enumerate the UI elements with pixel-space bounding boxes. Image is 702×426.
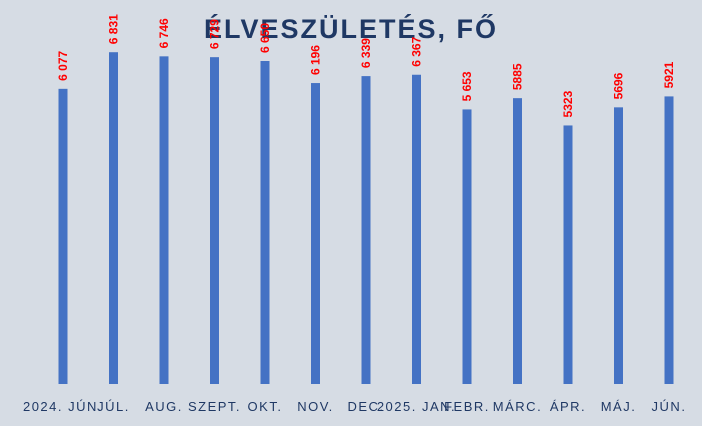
- data-label-7: 6 367: [410, 36, 424, 66]
- x-tick-label-5: NOV.: [297, 399, 334, 414]
- chart-title: ÉLVESZÜLETÉS, FŐ: [203, 14, 499, 44]
- x-tick-label-9: MÁRC.: [493, 399, 542, 414]
- data-label-8: 5 653: [460, 71, 474, 101]
- bar-1: [109, 52, 118, 385]
- bar-3: [210, 57, 219, 385]
- data-label-0: 6 077: [56, 50, 70, 80]
- bar-6: [361, 76, 371, 384]
- bar-4: [260, 61, 270, 384]
- data-label-2: 6 746: [157, 18, 171, 48]
- data-label-10: 5323: [561, 90, 575, 117]
- data-label-1: 6 831: [107, 14, 121, 44]
- bar-7: [412, 74, 421, 384]
- data-label-6: 6 339: [359, 38, 373, 68]
- bar-5: [311, 83, 320, 385]
- x-tick-label-3: SZEPT.: [188, 399, 241, 414]
- x-tick-label-8: FEBR.: [444, 399, 490, 414]
- x-tick-label-0: 2024. JÚN.: [23, 399, 103, 414]
- data-label-5: 6 196: [309, 45, 323, 75]
- bar-2: [159, 56, 169, 384]
- x-tick-label-4: OKT.: [248, 399, 283, 414]
- x-tick-label-1: JÚL.: [97, 399, 130, 414]
- x-tick-label-7: 2025. JAN.: [377, 399, 456, 414]
- bar-8: [462, 109, 472, 384]
- data-label-12: 5921: [662, 61, 676, 88]
- data-label-3: 6 729: [208, 19, 222, 49]
- x-tick-label-11: MÁJ.: [601, 399, 637, 414]
- data-label-4: 6 650: [258, 23, 272, 53]
- bar-12: [664, 96, 674, 384]
- bar-11: [614, 107, 623, 384]
- data-label-11: 5696: [612, 72, 626, 99]
- x-tick-label-10: ÁPR.: [550, 399, 586, 414]
- x-tick-label-2: AUG.: [145, 399, 183, 414]
- x-tick-label-6: DEC.: [347, 399, 384, 414]
- bar-9: [513, 98, 522, 385]
- bar-10: [563, 125, 573, 384]
- bar-0: [58, 88, 68, 385]
- x-tick-label-12: JÚN.: [652, 399, 687, 414]
- data-label-9: 5885: [511, 63, 525, 90]
